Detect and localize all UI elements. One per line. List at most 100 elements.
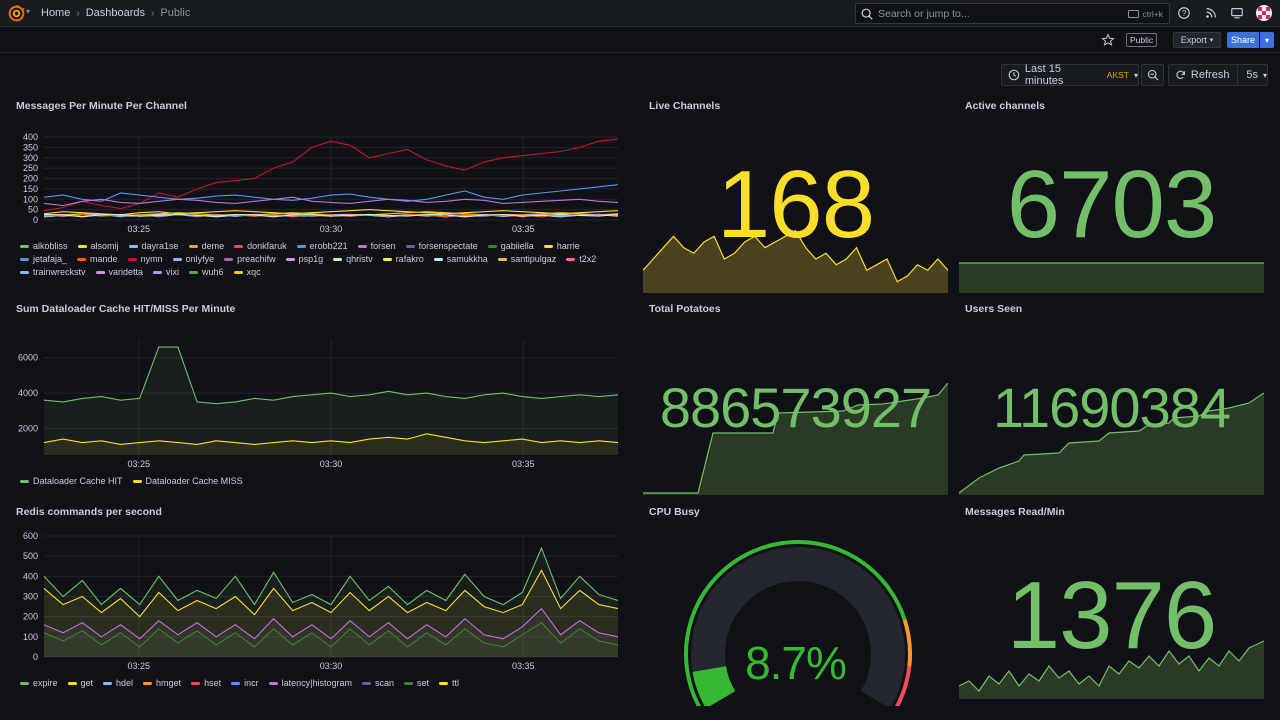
panel-title: Messages Read/Min: [965, 506, 1065, 518]
rss-icon[interactable]: [1204, 6, 1218, 20]
legend-item[interactable]: alsomij: [77, 241, 119, 251]
panel-title: Messages Per Minute Per Channel: [16, 100, 187, 112]
legend-item[interactable]: gabiiella: [487, 241, 534, 251]
series-area: [44, 608, 618, 657]
legend-item[interactable]: varidetta: [95, 267, 143, 277]
y-tick-label: 0: [33, 652, 38, 662]
legend-item[interactable]: vixi: [153, 267, 179, 277]
legend-item[interactable]: deme: [188, 241, 224, 251]
panel-title: CPU Busy: [649, 506, 700, 518]
legend-item[interactable]: qhristv: [333, 254, 373, 264]
legend-label: mande: [90, 254, 118, 264]
legend-item[interactable]: scan: [361, 678, 394, 688]
legend-swatch: [103, 681, 113, 685]
chevron-down-icon: ▾: [1133, 70, 1138, 80]
time-range-picker[interactable]: Last 15 minutes AKST ▾: [1001, 63, 1139, 87]
panel-active-channels: Active channels 6703: [959, 100, 1264, 293]
legend-item[interactable]: get: [67, 678, 93, 688]
help-icon[interactable]: ?: [1177, 6, 1191, 20]
y-tick-label: 200: [23, 174, 38, 184]
export-button[interactable]: Export ▾: [1173, 32, 1221, 48]
legend-item[interactable]: psp1g: [285, 254, 323, 264]
legend-item[interactable]: nymn: [127, 254, 163, 264]
y-tick-label: 250: [23, 163, 38, 173]
messages-read-sparkline: [959, 640, 1264, 699]
legend-label: alsomij: [90, 241, 119, 251]
legend-item[interactable]: t2x2: [566, 254, 596, 264]
legend-item[interactable]: wuh6: [189, 267, 224, 277]
legend-item[interactable]: hdel: [103, 678, 133, 688]
monitor-icon[interactable]: [1230, 6, 1244, 20]
legend-item[interactable]: forsen: [357, 241, 396, 251]
legend-label: donkfaruk: [247, 241, 287, 251]
legend-label: ttl: [452, 678, 460, 688]
legend-item[interactable]: erobb221: [296, 241, 348, 251]
legend-item[interactable]: trainwreckstv: [20, 267, 86, 277]
legend-swatch: [132, 479, 142, 483]
legend-item[interactable]: expire: [20, 678, 58, 688]
y-tick-label: 100: [23, 194, 38, 204]
legend-item[interactable]: harrie: [543, 241, 580, 251]
legend-item[interactable]: hset: [191, 678, 221, 688]
legend-label: latency|histogram: [281, 678, 352, 688]
series-line-Dataloader Cache HIT: [43, 346, 619, 405]
legend-item[interactable]: rafakro: [382, 254, 424, 264]
breadcrumb-home[interactable]: Home: [41, 7, 71, 19]
y-tick-label: 200: [23, 612, 38, 622]
share-options-chevron-icon[interactable]: ▾: [1260, 32, 1274, 48]
legend-item[interactable]: incr: [231, 678, 259, 688]
legend-label: Dataloader Cache HIT: [33, 476, 123, 486]
refresh-label: Refresh: [1190, 69, 1230, 81]
series-line-latency|histogram: [43, 607, 619, 640]
legend-item[interactable]: latency|histogram: [268, 678, 352, 688]
star-icon[interactable]: [1101, 33, 1115, 47]
panel-title: Users Seen: [965, 303, 1023, 315]
chevron-right-icon: ›: [76, 7, 80, 19]
avatar-pattern-icon: [1256, 5, 1272, 21]
panel-users-seen: Users Seen 11690384: [959, 303, 1264, 496]
legend-item[interactable]: forsenspectate: [405, 241, 478, 251]
legend-item[interactable]: mande: [77, 254, 118, 264]
panel-redis: Redis commands per second 0 100 200 300 400 5…: [10, 506, 630, 706]
legend-item[interactable]: donkfaruk: [234, 241, 287, 251]
legend-item[interactable]: alkobliss: [20, 241, 68, 251]
refresh-interval[interactable]: 5s: [1246, 69, 1258, 81]
legend-item[interactable]: ttl: [439, 678, 459, 688]
legend-label: qhristv: [346, 254, 373, 264]
series-line-alsomij: [43, 209, 619, 216]
breadcrumb-dashboards[interactable]: Dashboards: [85, 7, 146, 19]
refresh-button[interactable]: Refresh 5s ▾: [1168, 64, 1268, 86]
legend-label: jetafaja_: [33, 254, 68, 264]
legend-item[interactable]: Dataloader Cache HIT: [20, 476, 123, 486]
series-line-expire: [43, 546, 619, 606]
legend-item[interactable]: dayra1se: [128, 241, 179, 251]
chevron-down-icon[interactable]: ▾: [26, 7, 31, 16]
legend-item[interactable]: Dataloader Cache MISS: [132, 476, 243, 486]
users-seen-sparkline: [959, 392, 1264, 495]
series-line-forsen: [43, 196, 619, 207]
legend-item[interactable]: onlyfye: [172, 254, 214, 264]
legend-label: expire: [33, 678, 58, 688]
legend-item[interactable]: set: [403, 678, 429, 688]
legend-messages: alkobliss alsomij dayra1se deme donkfaruk ero…: [20, 241, 620, 277]
legend-item[interactable]: xqc: [233, 267, 261, 277]
user-avatar[interactable]: [1256, 5, 1272, 21]
legend-item[interactable]: samukkha: [433, 254, 488, 264]
zoom-out-button[interactable]: [1141, 64, 1164, 86]
y-tick-label: 0: [33, 215, 38, 225]
panel-messages-per-minute: Messages Per Minute Per Channel 0 50 100 15…: [10, 100, 630, 290]
legend-label: nymn: [140, 254, 163, 264]
export-label: Export: [1180, 35, 1207, 45]
legend-item[interactable]: santipulgaz: [497, 254, 556, 264]
search-input[interactable]: Search or jump to... ctrl+k: [855, 3, 1170, 24]
grafana-logo-icon[interactable]: [8, 5, 25, 22]
gauge-threshold-red: [894, 666, 912, 706]
legend-item[interactable]: jetafaja_: [20, 254, 67, 264]
legend-item[interactable]: hmget: [143, 678, 181, 688]
zoom-out-icon: [1147, 69, 1158, 81]
legend-swatch: [357, 244, 367, 248]
share-button[interactable]: Share: [1227, 32, 1259, 48]
legend-item[interactable]: preachifw: [224, 254, 276, 264]
dashboard-toolbar: [0, 27, 1280, 53]
